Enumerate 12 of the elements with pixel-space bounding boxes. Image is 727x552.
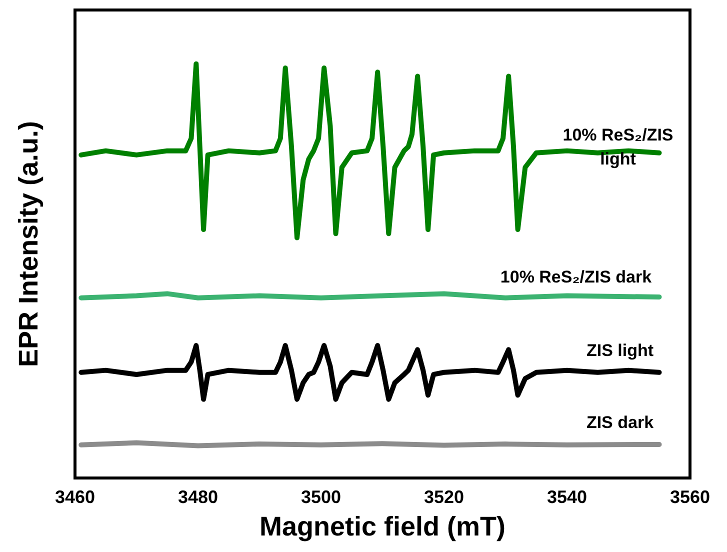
x-tick-label: 3480 [178,486,218,507]
x-axis-title: Magnetic field (mT) [259,511,506,542]
series-label: 10% ReS₂/ZIS dark [500,268,652,287]
series-label: ZIS dark [586,413,654,432]
x-tick-label: 3540 [546,486,588,507]
series-label: ZIS light [586,341,654,360]
y-axis-title: EPR Intensity (a.u.) [13,120,44,368]
x-tick-label: 3560 [670,486,710,507]
x-tick-label: 3460 [54,486,96,507]
series-label: 10% ReS₂/ZIS light [562,126,674,169]
x-tick-label: 3500 [300,486,342,507]
x-tick-label: 3520 [424,486,464,507]
